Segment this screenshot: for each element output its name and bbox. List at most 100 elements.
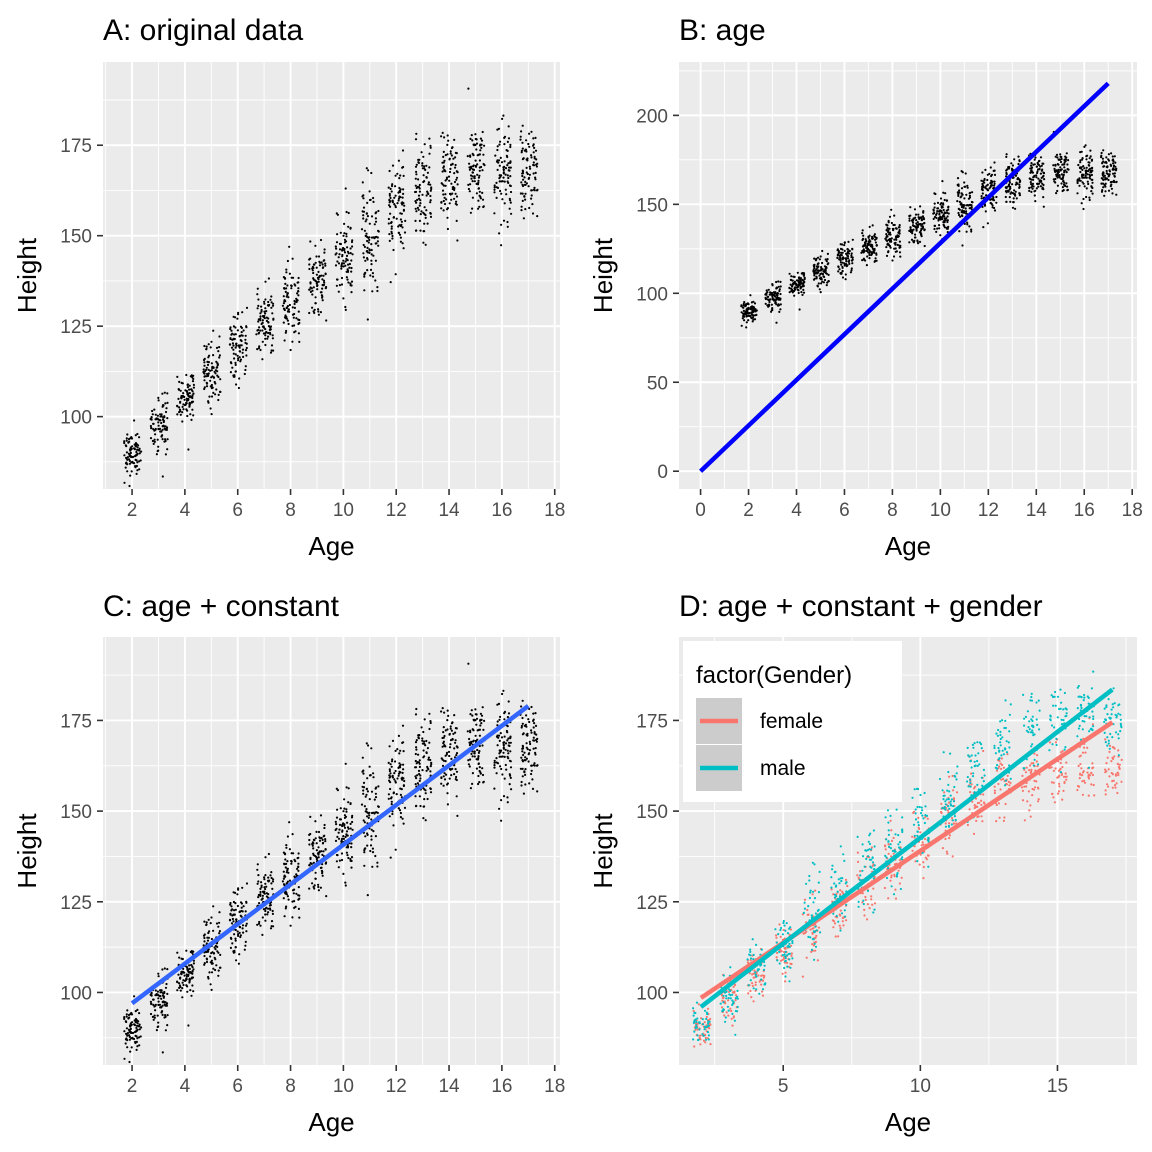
data-point (822, 275, 825, 278)
data-point (349, 802, 352, 805)
data-point (207, 361, 210, 364)
data-point (186, 414, 189, 418)
data-point (308, 863, 311, 867)
data-point (190, 418, 193, 421)
data-point (151, 439, 154, 443)
data-point (1085, 195, 1088, 199)
data-point (1029, 178, 1032, 181)
data-point (261, 933, 264, 937)
data-point (1064, 184, 1067, 188)
data-point (150, 992, 153, 995)
data-point (922, 218, 926, 221)
data-point (890, 237, 893, 240)
data-point (826, 258, 829, 261)
data-point (368, 222, 371, 225)
data-point (259, 894, 262, 898)
data-point (419, 199, 422, 202)
data-point (338, 823, 342, 827)
data-point (138, 436, 141, 439)
data-point (958, 189, 961, 192)
data-point (160, 435, 163, 438)
data-point (957, 193, 960, 196)
data-point (502, 741, 505, 744)
data-point (456, 170, 459, 174)
data-point (160, 415, 163, 418)
data-point (892, 227, 895, 231)
data-point (154, 418, 157, 421)
data-point (536, 764, 539, 767)
data-point (970, 228, 973, 231)
data-point (815, 276, 818, 279)
data-point (179, 389, 182, 392)
data-point (449, 768, 452, 771)
data-point (818, 258, 822, 261)
data-point (442, 775, 445, 778)
data-point (446, 782, 449, 785)
data-point (289, 348, 292, 352)
data-point (864, 898, 867, 902)
data-point (270, 871, 273, 874)
data-point (946, 219, 949, 222)
data-point (453, 747, 456, 750)
data-point (368, 774, 372, 777)
data-point (424, 792, 427, 795)
data-point (500, 244, 503, 247)
data-point (751, 311, 754, 314)
data-point (810, 950, 813, 954)
data-point (319, 814, 323, 817)
data-point (500, 767, 503, 771)
data-point (388, 815, 391, 818)
data-point (398, 195, 401, 198)
data-point (399, 749, 402, 752)
data-point (318, 850, 321, 853)
data-point (178, 956, 181, 959)
data-point (237, 962, 240, 965)
data-point (779, 949, 782, 952)
data-point (202, 371, 205, 374)
data-point (295, 297, 298, 300)
data-point (161, 418, 165, 421)
data-point (271, 312, 274, 315)
data-point (256, 307, 259, 310)
data-point (391, 774, 394, 778)
data-point (290, 860, 293, 863)
data-point (269, 325, 273, 328)
data-point (189, 971, 193, 975)
data-point (341, 253, 344, 257)
data-point (898, 240, 902, 243)
data-point (286, 305, 289, 308)
data-point (401, 817, 404, 820)
data-point (843, 241, 846, 244)
data-point (501, 692, 504, 696)
data-point (264, 874, 267, 877)
data-point (777, 280, 780, 283)
data-point (964, 172, 967, 175)
data-point (178, 380, 181, 383)
data-point (530, 197, 533, 200)
data-point (440, 201, 443, 204)
data-point (472, 168, 476, 171)
data-point (309, 281, 312, 284)
data-point (366, 833, 369, 837)
data-point (506, 220, 509, 224)
data-point (155, 453, 158, 456)
data-point (447, 175, 451, 178)
data-point (188, 405, 191, 408)
data-point (376, 240, 379, 243)
data-point (260, 886, 263, 889)
data-point (448, 179, 451, 182)
data-point (241, 351, 244, 354)
data-point (474, 164, 477, 167)
data-point (507, 125, 510, 128)
data-point (525, 139, 528, 142)
data-point (1080, 202, 1083, 205)
data-point (493, 787, 496, 790)
data-point (957, 211, 960, 215)
data-point (448, 754, 451, 758)
data-point (244, 944, 247, 947)
data-point (154, 994, 157, 997)
data-point (337, 866, 340, 869)
data-point (475, 713, 478, 716)
data-point (449, 743, 452, 746)
